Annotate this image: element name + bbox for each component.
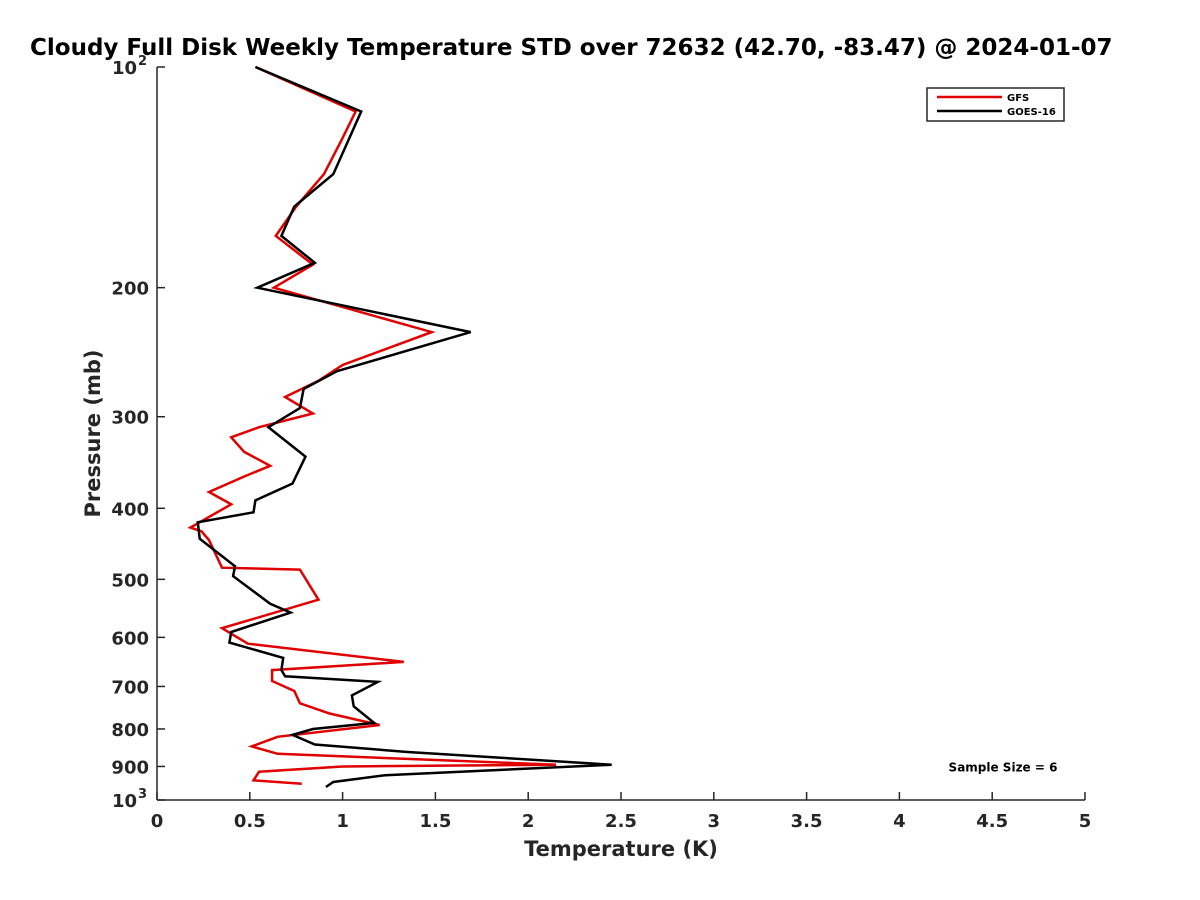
legend-label-gfs: GFS [1007, 93, 1029, 104]
y-tick-label: 500 [111, 570, 149, 591]
x-tick-label: 4.5 [976, 811, 1008, 832]
x-tick-label: 2.5 [605, 811, 637, 832]
y-tick-label: 200 [111, 279, 149, 300]
y-tick-label-exponent: 3 [138, 787, 147, 802]
plot-area: 0 0.5 1 1.5 2 2.5 3 3.5 4 4.5 5 10 2200300400500600… [111, 54, 1091, 832]
y-tick-label: 10 [112, 791, 137, 812]
y-tick-label: 800 [111, 720, 149, 741]
x-tick-label: 4 [893, 811, 906, 832]
legend-label-goes-16: GOES-16 [1007, 107, 1056, 118]
x-tick-label: 0 [151, 811, 164, 832]
x-tick-label: 3.5 [791, 811, 823, 832]
legend: GFS GOES-16 [926, 87, 1065, 122]
x-axis-ticks: 0 0.5 1 1.5 2 2.5 3 3.5 4 4.5 5 [151, 792, 1092, 832]
y-tick-label: 400 [111, 499, 149, 520]
chart-title: Cloudy Full Disk Weekly Temperature STD … [30, 35, 1113, 61]
series-line-gfs [187, 65, 557, 785]
y-axis-label: Pressure (mb) [81, 350, 105, 518]
legend-box [926, 87, 1065, 122]
y-tick-label-exponent: 2 [138, 54, 147, 69]
series-lines [187, 65, 612, 789]
sample-size-annotation: Sample Size = 6 [949, 760, 1058, 774]
y-tick-label: 700 [111, 677, 149, 698]
y-tick-label: 10 [112, 58, 137, 79]
y-tick-label: 900 [111, 757, 149, 778]
x-tick-label: 5 [1079, 811, 1092, 832]
x-tick-label: 1 [336, 811, 349, 832]
x-axis-label: Temperature (K) [524, 837, 718, 861]
x-tick-label: 1.5 [419, 811, 451, 832]
series-line-goes-16 [196, 65, 612, 789]
x-tick-label: 2 [522, 811, 535, 832]
y-tick-label: 600 [111, 628, 149, 649]
x-tick-label: 3 [708, 811, 721, 832]
y-tick-label: 300 [111, 408, 149, 429]
x-tick-label: 0.5 [234, 811, 266, 832]
